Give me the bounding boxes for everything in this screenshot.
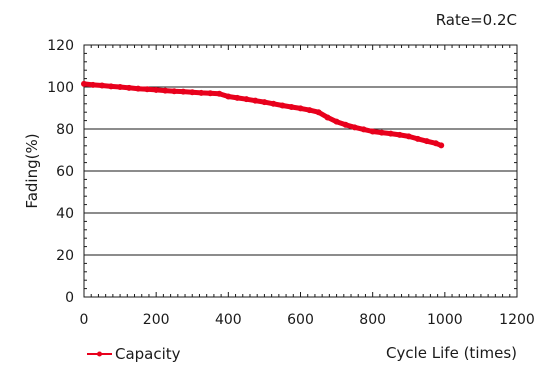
data-point	[81, 80, 87, 87]
data-point	[225, 93, 232, 100]
x-tick-label: 200	[143, 312, 170, 328]
data-point	[198, 89, 205, 96]
data-point	[279, 102, 286, 109]
legend-label: Capacity	[115, 345, 181, 363]
y-tick-labels: 0 20 40 60 80 100 120	[47, 38, 74, 306]
y-tick-label: 100	[47, 80, 74, 96]
legend: Capacity	[87, 345, 181, 363]
data-point	[387, 130, 394, 137]
data-point	[270, 100, 277, 107]
data-point	[342, 121, 349, 128]
data-point	[207, 90, 214, 97]
x-tick-label: 1000	[427, 312, 463, 328]
y-tick-label: 120	[47, 38, 74, 54]
data-point	[99, 82, 106, 89]
data-point	[117, 84, 124, 90]
data-point	[180, 88, 187, 95]
y-tick-label: 0	[65, 290, 74, 306]
x-tick-labels: 0 200 400 600 800 1000 1200	[80, 312, 535, 328]
data-point	[306, 107, 313, 114]
data-point	[333, 118, 340, 125]
data-point	[369, 128, 376, 135]
x-tick-label: 600	[287, 312, 314, 328]
data-point	[243, 96, 250, 103]
data-point	[153, 86, 160, 93]
data-point	[288, 103, 295, 110]
x-tick-label: 0	[80, 312, 89, 328]
x-axis-title: Cycle Life (times)	[386, 344, 517, 362]
y-tick-label: 80	[56, 122, 74, 138]
y-axis-title: Fading(%)	[23, 133, 41, 208]
data-point	[171, 88, 178, 95]
data-point	[234, 94, 241, 101]
data-point	[378, 129, 385, 136]
gridlines	[84, 86, 517, 256]
rate-annotation: Rate=0.2C	[436, 11, 517, 29]
data-point	[414, 135, 421, 142]
y-tick-label: 40	[56, 206, 74, 222]
data-point	[162, 87, 169, 94]
y-tick-label: 60	[56, 164, 74, 180]
axis-ticks	[83, 44, 518, 298]
data-point	[108, 83, 115, 90]
data-point	[297, 105, 304, 112]
data-point	[423, 138, 430, 145]
data-point	[315, 109, 322, 116]
x-tick-label: 1200	[499, 312, 535, 328]
data-point	[396, 131, 403, 138]
data-point	[144, 86, 151, 93]
series-layer	[81, 80, 445, 149]
data-point	[405, 133, 412, 140]
x-tick-label: 800	[359, 312, 386, 328]
data-point	[252, 97, 259, 104]
data-point	[351, 124, 358, 131]
x-tick-label: 400	[215, 312, 242, 328]
data-point	[189, 89, 196, 96]
data-point	[135, 85, 142, 92]
y-tick-label: 20	[56, 248, 74, 264]
series-line-capacity	[81, 81, 444, 148]
data-point	[360, 126, 367, 133]
data-point	[126, 84, 133, 91]
data-point	[438, 142, 445, 149]
legend-marker-swatch	[97, 351, 102, 357]
data-point	[432, 140, 439, 147]
data-point	[90, 81, 97, 88]
data-point	[261, 99, 268, 106]
data-point	[216, 90, 223, 97]
data-point	[324, 114, 331, 121]
